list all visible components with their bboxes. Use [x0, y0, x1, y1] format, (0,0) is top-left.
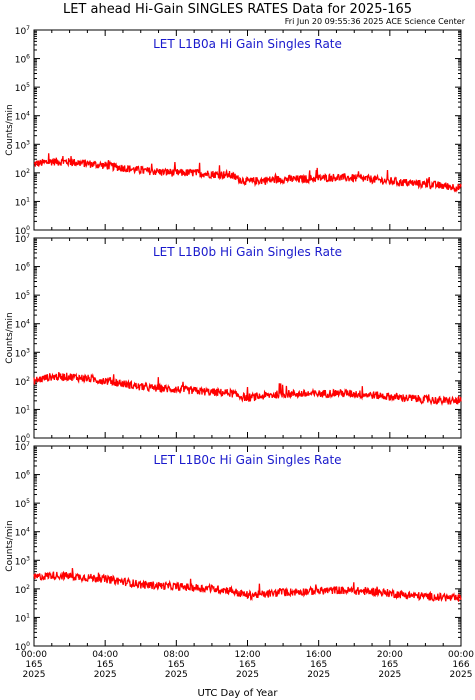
y-tick-label: 107	[15, 25, 30, 37]
x-tick-label: 2025	[165, 670, 188, 680]
x-tick-label: 12:00	[235, 650, 261, 660]
x-tick-label: 165	[168, 660, 185, 670]
y-tick-label: 100	[15, 641, 30, 653]
x-tick-label: 165	[381, 660, 398, 670]
y-tick-label: 105	[15, 498, 30, 510]
y-tick-label: 107	[15, 441, 30, 453]
panel-title: LET L1B0c Hi Gain Singles Rate	[153, 453, 341, 467]
x-tick-label: 08:00	[163, 650, 189, 660]
generation-timestamp: Fri Jun 20 09:55:36 2025 ACE Science Cen…	[284, 17, 465, 26]
y-tick-label: 104	[15, 319, 30, 331]
y-tick-label: 103	[15, 139, 30, 151]
y-tick-label: 103	[15, 555, 30, 567]
y-tick-label: 105	[15, 290, 30, 302]
x-tick-label: 16:00	[306, 650, 332, 660]
chart-main-title: LET ahead Hi-Gain SINGLES RATES Data for…	[62, 2, 413, 17]
plot-frame	[33, 237, 462, 439]
y-axis-label: Counts/min	[5, 520, 15, 571]
x-tick-label: 20:00	[377, 650, 403, 660]
series-line	[33, 568, 462, 603]
panel-1: 100 101 102 103 104 105 106 107 LET L1B0a Hi Gai…	[5, 25, 462, 237]
y-tick-label: 101	[15, 404, 30, 416]
x-tick-label: 165	[239, 660, 256, 670]
x-tick-label: 2025	[23, 670, 46, 680]
x-tick-label: 166	[452, 660, 469, 670]
x-tick-label: 04:00	[92, 650, 118, 660]
plot-frame	[33, 29, 462, 231]
x-tick-label: 2025	[236, 670, 259, 680]
y-tick-label: 100	[15, 433, 30, 445]
x-tick-label: 165	[97, 660, 114, 670]
x-tick-label: 00:00	[448, 650, 474, 660]
y-tick-label: 106	[15, 262, 30, 274]
y-tick-label: 107	[15, 233, 30, 245]
y-tick-label: 104	[15, 111, 30, 123]
x-tick-label: 2025	[450, 670, 473, 680]
panel-3: 100 101 102 103 104 105 106 107 LET L1B0c Hi Gai…	[5, 441, 462, 653]
y-tick-label: 103	[15, 347, 30, 359]
y-tick-label: 104	[15, 527, 30, 539]
x-tick-label: 165	[25, 660, 42, 670]
y-tick-label: 106	[15, 470, 30, 482]
x-tick-label: 2025	[307, 670, 330, 680]
y-axis-label: Counts/min	[5, 104, 15, 155]
y-axis-label: Counts/min	[5, 312, 15, 363]
x-tick-label: 2025	[378, 670, 401, 680]
panel-title: LET L1B0a Hi Gain Singles Rate	[153, 37, 342, 51]
y-tick-label: 105	[15, 82, 30, 94]
x-tick-label: 2025	[94, 670, 117, 680]
x-tick-label: 00:00	[21, 650, 47, 660]
y-tick-label: 101	[15, 612, 30, 624]
y-tick-label: 101	[15, 196, 30, 208]
plot-frame	[33, 445, 462, 647]
x-tick-label: 165	[310, 660, 327, 670]
y-tick-label: 100	[15, 225, 30, 237]
x-axis-label: UTC Day of Year	[197, 688, 278, 699]
panel-title: LET L1B0b Hi Gain Singles Rate	[153, 245, 342, 259]
y-tick-label: 106	[15, 54, 30, 66]
series-line	[33, 153, 462, 193]
y-tick-label: 102	[15, 168, 30, 180]
y-tick-label: 102	[15, 584, 30, 596]
series-line	[33, 371, 462, 407]
y-tick-label: 102	[15, 376, 30, 388]
panel-2: 100 101 102 103 104 105 106 107 LET L1B0b Hi Gai…	[5, 233, 462, 445]
